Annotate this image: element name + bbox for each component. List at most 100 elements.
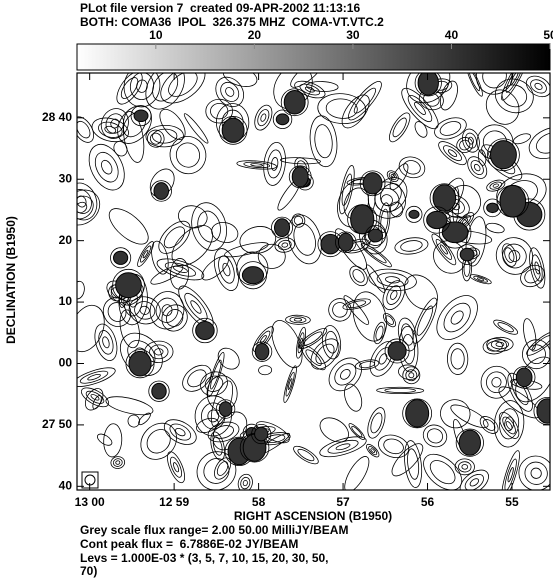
source — [433, 185, 456, 212]
contour — [154, 348, 163, 355]
x-tick-label: 12 59 — [159, 495, 189, 509]
contour — [485, 222, 505, 235]
contour — [468, 158, 486, 177]
contour — [335, 443, 350, 451]
source — [114, 251, 128, 264]
contour — [364, 405, 388, 440]
contour — [451, 349, 465, 370]
contour — [323, 352, 368, 398]
contour — [304, 348, 324, 368]
contour — [118, 75, 141, 101]
source — [255, 343, 269, 359]
footer-line: Cont peak flux = 6.7886E-02 JY/BEAM — [80, 537, 298, 551]
x-tick-label: 57 — [336, 495, 350, 509]
source — [490, 141, 516, 169]
contour — [367, 445, 378, 456]
contour — [441, 143, 464, 163]
contour — [458, 461, 471, 472]
contour — [426, 456, 459, 488]
contour — [56, 183, 107, 232]
contour — [165, 132, 210, 178]
contour — [386, 110, 414, 145]
contour — [420, 421, 451, 451]
contour — [402, 158, 422, 176]
contour — [402, 440, 424, 489]
contour — [146, 288, 187, 332]
contour — [239, 476, 251, 490]
contour — [164, 450, 188, 485]
colorbar-tick-label: 20 — [248, 28, 262, 42]
source — [274, 219, 289, 237]
contour — [449, 309, 466, 327]
contour — [341, 293, 371, 327]
contour — [223, 240, 269, 260]
y-axis-label: DECLINATION (B1950) — [4, 216, 18, 344]
colorbar-tick-label: 40 — [445, 28, 459, 42]
x-tick-label: 58 — [252, 495, 266, 509]
source — [242, 267, 263, 284]
contour — [167, 421, 193, 444]
contour — [394, 236, 429, 257]
source — [222, 118, 244, 142]
contour — [350, 267, 366, 284]
contour — [251, 163, 263, 166]
contour — [477, 413, 501, 437]
contour — [149, 240, 171, 276]
source — [338, 233, 353, 251]
contour — [473, 163, 481, 172]
contour — [285, 315, 310, 325]
contour — [425, 426, 445, 445]
contour — [126, 294, 163, 328]
contour — [221, 262, 231, 276]
contour — [527, 344, 547, 364]
contour — [340, 453, 373, 495]
y-tick-label: 28 40 — [42, 110, 72, 124]
contour — [340, 173, 354, 206]
contour — [313, 124, 334, 159]
contour — [101, 336, 110, 349]
contour — [258, 365, 272, 375]
source — [276, 114, 289, 125]
source — [219, 402, 232, 417]
y-tick-label: 20 — [59, 233, 73, 247]
contour — [99, 159, 114, 176]
contour — [163, 306, 186, 330]
contour — [385, 388, 416, 392]
contour — [127, 414, 140, 428]
contour — [91, 321, 121, 363]
contour — [489, 230, 540, 281]
source — [418, 71, 438, 96]
source — [516, 368, 532, 387]
contour — [281, 242, 288, 247]
contour — [324, 331, 338, 354]
contour — [154, 296, 181, 325]
contour — [468, 137, 475, 145]
colorbar-tick-label: 50 — [543, 28, 553, 42]
source — [134, 110, 148, 122]
colorbar — [77, 44, 550, 70]
contour — [437, 396, 473, 431]
contour — [408, 372, 415, 379]
footer-line: Grey scale flux range= 2.00 50.00 MilliJ… — [80, 523, 348, 537]
source — [255, 427, 268, 441]
contour — [173, 140, 202, 170]
contour — [447, 148, 457, 157]
contour — [325, 98, 358, 120]
contour — [338, 368, 352, 382]
contour — [376, 431, 412, 461]
x-tick-label: 13 00 — [75, 495, 105, 509]
contour — [165, 218, 220, 273]
contour — [458, 139, 471, 152]
contour — [168, 456, 184, 479]
contour — [71, 280, 86, 300]
contour — [447, 343, 468, 375]
contour — [369, 412, 385, 435]
contour — [524, 121, 553, 165]
source — [442, 222, 468, 243]
y-tick-label: 27 50 — [42, 417, 72, 431]
contour — [529, 466, 544, 481]
y-tick-label: 10 — [59, 294, 73, 308]
contour — [500, 415, 518, 436]
contour — [435, 138, 470, 169]
contour — [195, 209, 224, 245]
